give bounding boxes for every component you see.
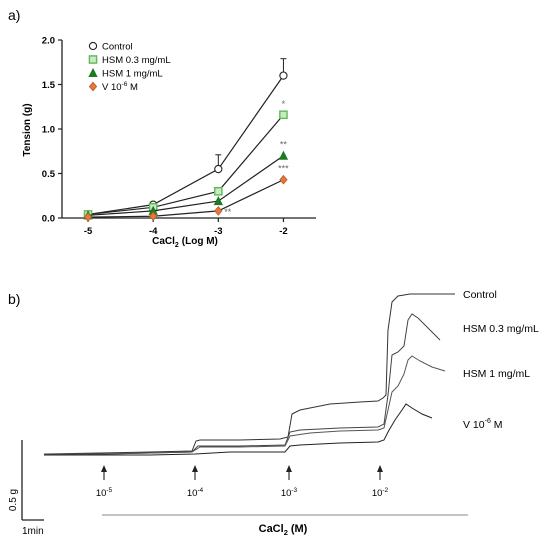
data-point bbox=[83, 212, 93, 222]
series-2: ** bbox=[83, 140, 289, 220]
trace-label-v-tail: M bbox=[491, 419, 503, 431]
addition-label: 10-4 bbox=[187, 487, 204, 499]
y-tick-label: 0.5 bbox=[42, 169, 56, 180]
x-tick-label: -5 bbox=[84, 226, 93, 237]
x-axis-label-sub: 2 bbox=[175, 242, 179, 249]
series-line bbox=[87, 75, 284, 216]
significance-label: * bbox=[282, 99, 286, 109]
significance-label: ** bbox=[280, 140, 288, 150]
trace-label-hsm-03: HSM 0.3 mg/mL bbox=[463, 323, 539, 335]
addition-label: 10-2 bbox=[372, 487, 389, 499]
data-point bbox=[214, 164, 223, 174]
trace-label-hsm-1-text: HSM 1 mg/mL bbox=[463, 368, 530, 380]
legend-marker bbox=[88, 55, 98, 64]
legend-label: HSM 0.3 mg/mL bbox=[102, 55, 171, 66]
trace-hsm-1 bbox=[44, 355, 446, 455]
y-tick-label: 0.0 bbox=[42, 214, 55, 225]
cacl2-axis-label: CaCl2 (M) bbox=[259, 523, 308, 537]
x-tick-label: -3 bbox=[214, 226, 222, 237]
trace-label-hsm-1: HSM 1 mg/mL bbox=[463, 368, 530, 380]
trace-hsm-03 bbox=[44, 313, 441, 455]
addition-arrow: 10-5 bbox=[96, 465, 113, 499]
legend-label: HSM 1 mg/mL bbox=[102, 69, 163, 80]
series-1: * bbox=[83, 99, 288, 219]
series-line bbox=[88, 155, 284, 216]
y-tick-label: 1.0 bbox=[42, 125, 55, 136]
trace-label-control-text: Control bbox=[463, 289, 497, 301]
addition-markers: 10-5 10-4 10-3 10-2 bbox=[96, 465, 389, 499]
cacl2-axis-label-tail: (M) bbox=[291, 523, 308, 535]
scale-bar-y-label: 0.5 g bbox=[8, 489, 19, 511]
data-point bbox=[214, 206, 223, 216]
trace-label-v-text: V 10 bbox=[463, 419, 485, 431]
y-tick-label: 1.5 bbox=[42, 80, 56, 91]
trace-control bbox=[43, 293, 455, 455]
data-point bbox=[278, 150, 289, 160]
data-point bbox=[214, 186, 223, 196]
trace-label-hsm-03-text: HSM 0.3 mg/mL bbox=[463, 323, 539, 335]
x-axis-label: CaCl2 (Log M) bbox=[152, 236, 218, 249]
cacl2-axis-label-sub: 2 bbox=[284, 528, 288, 537]
cacl2-axis-label-main: CaCl bbox=[259, 523, 284, 535]
addition-arrow: 10-4 bbox=[187, 465, 204, 499]
legend-marker bbox=[88, 81, 98, 92]
legend-marker bbox=[88, 41, 98, 51]
legend: Control HSM 0.3 mg/mL HSM 1 mg/mLV 10-6 M bbox=[88, 41, 171, 93]
scale-bar-x-label: 1min bbox=[22, 526, 44, 537]
panel-a-label: a) bbox=[8, 7, 20, 23]
data-point bbox=[279, 174, 288, 185]
panel-b-label: b) bbox=[8, 291, 20, 307]
addition-arrow: 10-2 bbox=[372, 465, 389, 499]
significance-label: ** bbox=[224, 207, 232, 217]
data-point bbox=[279, 110, 288, 120]
addition-label: 10-5 bbox=[96, 487, 113, 499]
legend-label: V 10-6 M bbox=[102, 81, 138, 93]
legend-label: Control bbox=[102, 42, 133, 53]
x-axis-label-tail: (Log M) bbox=[182, 236, 218, 247]
series-line bbox=[88, 179, 284, 218]
trace-label-v: V 10-6 M bbox=[463, 418, 503, 431]
trace-label-v-sup: -6 bbox=[485, 418, 491, 425]
chart-b: Control HSM 0.3 mg/mL HSM 1 mg/mL V 10-6… bbox=[8, 289, 539, 537]
data-point bbox=[279, 71, 288, 80]
trace-label-control: Control bbox=[463, 289, 497, 301]
data-point bbox=[213, 196, 223, 206]
addition-arrow: 10-3 bbox=[281, 465, 298, 499]
x-axis-label-main: CaCl bbox=[152, 236, 175, 247]
series-3: ***** bbox=[83, 164, 289, 222]
series-line bbox=[87, 114, 284, 216]
data-point bbox=[149, 211, 158, 222]
x-tick-label: -4 bbox=[149, 226, 158, 237]
chart-a: 0.00.51.01.52.0 -5 -4 -3 -2 ******** Tensio… bbox=[22, 36, 316, 249]
legend-marker bbox=[88, 67, 98, 77]
x-tick-label: -2 bbox=[279, 226, 287, 237]
significance-label: *** bbox=[278, 164, 289, 174]
trace-v bbox=[44, 403, 433, 456]
y-axis-label: Tension (g) bbox=[22, 103, 33, 156]
y-tick-label: 2.0 bbox=[42, 36, 55, 47]
addition-label: 10-3 bbox=[281, 487, 298, 499]
